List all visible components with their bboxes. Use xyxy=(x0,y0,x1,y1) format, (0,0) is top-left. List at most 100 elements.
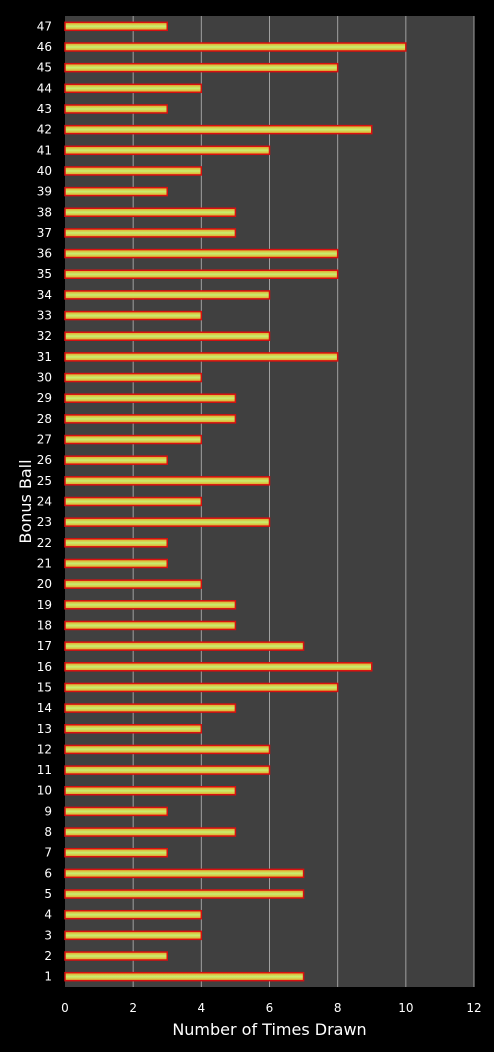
y-tick-label: 37 xyxy=(37,226,52,240)
y-tick-label: 14 xyxy=(37,701,52,715)
x-tick-label: 2 xyxy=(129,1001,137,1015)
x-axis-title: Number of Times Drawn xyxy=(172,1020,366,1039)
y-tick-label: 42 xyxy=(37,123,52,137)
bar-ball-29 xyxy=(64,393,237,403)
x-tick-labels: 0 2 4 6 8 10 12 xyxy=(61,1001,481,1015)
y-tick-label: 47 xyxy=(37,19,52,33)
x-tick-label: 0 xyxy=(61,1001,69,1015)
bar-ball-18 xyxy=(64,620,237,631)
y-tick-label: 30 xyxy=(37,371,52,385)
bar-ball-40 xyxy=(64,166,203,176)
y-tick-label: 17 xyxy=(37,639,52,653)
bar-ball-11 xyxy=(64,765,271,775)
bar-ball-43 xyxy=(64,104,168,114)
y-tick-label: 16 xyxy=(37,660,52,674)
y-tick-label: 31 xyxy=(37,350,52,364)
y-tick-label: 7 xyxy=(44,846,52,860)
y-tick-label: 15 xyxy=(37,680,52,694)
y-tick-label: 4 xyxy=(44,908,52,922)
bar-ball-21 xyxy=(64,558,168,569)
bar-ball-38 xyxy=(64,207,237,218)
y-tick-label: 22 xyxy=(37,536,52,550)
y-tick-label: 5 xyxy=(44,887,52,901)
x-tick-label: 6 xyxy=(266,1001,274,1015)
y-tick-label: 44 xyxy=(37,81,52,95)
y-tick-labels: 1234567891011121314151617181920212223242… xyxy=(37,19,52,983)
y-axis-title: Bonus Ball xyxy=(16,459,35,543)
bar-ball-47 xyxy=(64,21,168,32)
y-tick-label: 45 xyxy=(37,61,52,75)
bar-ball-28 xyxy=(64,414,237,424)
bar-ball-13 xyxy=(64,724,203,734)
y-tick-label: 18 xyxy=(37,618,52,632)
y-tick-label: 34 xyxy=(37,288,52,302)
y-tick-label: 1 xyxy=(44,970,52,984)
bar-ball-3 xyxy=(64,930,203,941)
y-tick-label: 40 xyxy=(37,164,52,178)
y-tick-label: 38 xyxy=(37,205,52,219)
bar-ball-45 xyxy=(64,62,339,73)
bar-ball-1 xyxy=(64,971,305,982)
bar-ball-4 xyxy=(64,909,203,920)
y-tick-label: 41 xyxy=(37,143,52,157)
bar-ball-30 xyxy=(64,372,203,383)
x-tick-label: 8 xyxy=(334,1001,342,1015)
bar-ball-25 xyxy=(64,476,271,486)
y-tick-label: 43 xyxy=(37,102,52,116)
y-tick-label: 21 xyxy=(37,556,52,570)
y-tick-label: 27 xyxy=(37,433,52,447)
y-tick-label: 46 xyxy=(37,40,52,54)
y-tick-label: 10 xyxy=(37,784,52,798)
bar-ball-10 xyxy=(64,785,237,796)
y-tick-label: 19 xyxy=(37,598,52,612)
bar-ball-7 xyxy=(64,847,168,858)
y-tick-label: 2 xyxy=(44,949,52,963)
y-tick-label: 25 xyxy=(37,474,52,488)
bar-ball-44 xyxy=(64,83,203,94)
bar-ball-19 xyxy=(64,600,237,610)
bar-ball-46 xyxy=(64,42,407,52)
bar-ball-24 xyxy=(64,496,203,507)
bar-ball-23 xyxy=(64,517,271,527)
bar-ball-42 xyxy=(64,124,373,135)
y-tick-label: 9 xyxy=(44,804,52,818)
bar-ball-34 xyxy=(64,290,271,300)
y-tick-label: 11 xyxy=(37,763,52,777)
bar-ball-20 xyxy=(64,579,203,589)
bar-ball-37 xyxy=(64,228,237,238)
y-tick-label: 3 xyxy=(44,928,52,942)
y-tick-label: 29 xyxy=(37,391,52,405)
bar-ball-22 xyxy=(64,538,168,548)
y-tick-label: 39 xyxy=(37,185,52,199)
y-tick-label: 6 xyxy=(44,866,52,880)
bar-ball-12 xyxy=(64,744,271,755)
y-tick-label: 20 xyxy=(37,577,52,591)
bar-ball-39 xyxy=(64,186,168,197)
y-tick-label: 8 xyxy=(44,825,52,839)
bar-ball-35 xyxy=(64,269,339,279)
x-tick-label: 4 xyxy=(198,1001,206,1015)
y-tick-label: 33 xyxy=(37,309,52,323)
bar-ball-17 xyxy=(64,641,305,651)
bars xyxy=(64,21,407,982)
bar-ball-36 xyxy=(64,248,339,259)
x-tick-label: 12 xyxy=(466,1001,481,1015)
bar-ball-41 xyxy=(64,145,271,156)
bar-ball-32 xyxy=(64,331,271,341)
bar-ball-27 xyxy=(64,434,203,445)
y-tick-label: 35 xyxy=(37,267,52,281)
y-tick-label: 12 xyxy=(37,742,52,756)
y-tick-label: 28 xyxy=(37,412,52,426)
y-tick-label: 23 xyxy=(37,515,52,529)
bar-ball-16 xyxy=(64,662,373,672)
y-tick-label: 26 xyxy=(37,453,52,467)
bar-ball-26 xyxy=(64,455,168,465)
y-tick-label: 32 xyxy=(37,329,52,343)
bar-ball-5 xyxy=(64,889,305,899)
x-tick-label: 10 xyxy=(398,1001,413,1015)
bar-ball-8 xyxy=(64,827,237,837)
bar-ball-15 xyxy=(64,682,339,693)
bar-ball-6 xyxy=(64,868,305,879)
bar-ball-9 xyxy=(64,806,168,817)
